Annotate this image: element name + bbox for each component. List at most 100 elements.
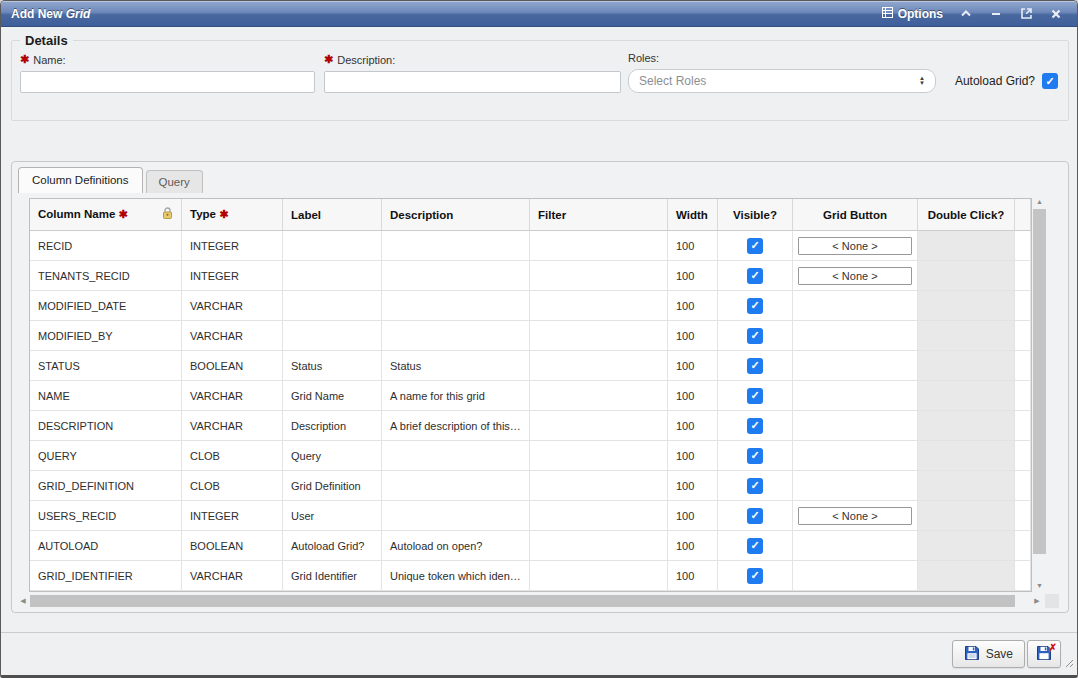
tab-column-definitions[interactable]: Column Definitions (18, 167, 143, 193)
cell-type[interactable]: VARCHAR (182, 321, 283, 351)
visible-checkbox[interactable]: ✓ (747, 418, 763, 434)
grid-button-selector[interactable]: < None > (798, 237, 912, 255)
visible-checkbox[interactable]: ✓ (747, 538, 763, 554)
cell-column-name[interactable]: TENANTS_RECID (30, 261, 182, 291)
cell-type[interactable]: VARCHAR (182, 561, 283, 591)
cell-label[interactable]: Grid Definition (283, 471, 382, 501)
cell-type[interactable]: BOOLEAN (182, 351, 283, 381)
cell-description[interactable] (382, 441, 530, 471)
cell-type[interactable]: CLOB (182, 471, 283, 501)
grid-button-selector[interactable]: < None > (798, 507, 912, 525)
cell-label[interactable]: Description (283, 411, 382, 441)
cell-label[interactable]: Grid Identifier (283, 561, 382, 591)
cell-description[interactable]: A name for this grid (382, 381, 530, 411)
cell-filter[interactable] (530, 321, 668, 351)
header-visible[interactable]: Visible? (718, 199, 793, 231)
header-type[interactable]: Type ✱ (182, 199, 283, 231)
scroll-right-icon[interactable]: ▶ (1031, 594, 1043, 608)
cell-description[interactable] (382, 261, 530, 291)
cell-description[interactable] (382, 231, 530, 261)
cell-type[interactable]: VARCHAR (182, 291, 283, 321)
visible-checkbox[interactable]: ✓ (747, 298, 763, 314)
visible-checkbox[interactable]: ✓ (747, 388, 763, 404)
horizontal-scrollbar[interactable]: ◀ ▶ (17, 594, 1059, 608)
name-field[interactable] (20, 71, 315, 93)
cell-type[interactable]: VARCHAR (182, 411, 283, 441)
cell-description[interactable] (382, 291, 530, 321)
cell-column-name[interactable]: STATUS (30, 351, 182, 381)
tab-query[interactable]: Query (146, 170, 203, 193)
scroll-down-icon[interactable]: ▼ (1031, 580, 1048, 592)
header-column-name[interactable]: Column Name ✱ (30, 199, 182, 231)
cell-description[interactable] (382, 321, 530, 351)
cell-width[interactable]: 100 (668, 561, 718, 591)
cell-description[interactable] (382, 471, 530, 501)
horizontal-scroll-thumb[interactable] (30, 595, 1015, 607)
cell-description[interactable]: Unique token which identifi... (382, 561, 530, 591)
header-description[interactable]: Description (382, 199, 530, 231)
cell-label[interactable] (283, 291, 382, 321)
cell-filter[interactable] (530, 531, 668, 561)
cell-width[interactable]: 100 (668, 291, 718, 321)
visible-checkbox[interactable]: ✓ (747, 268, 763, 284)
cell-label[interactable]: Query (283, 441, 382, 471)
vertical-scroll-thumb[interactable] (1033, 209, 1046, 554)
grid-button-selector[interactable]: < None > (798, 267, 912, 285)
header-filter[interactable]: Filter (530, 199, 668, 231)
visible-checkbox[interactable]: ✓ (747, 238, 763, 254)
cell-description[interactable]: Status (382, 351, 530, 381)
cell-filter[interactable] (530, 411, 668, 441)
header-grid-button[interactable]: Grid Button (793, 199, 918, 231)
cell-width[interactable]: 100 (668, 321, 718, 351)
cell-filter[interactable] (530, 261, 668, 291)
visible-checkbox[interactable]: ✓ (747, 358, 763, 374)
cell-filter[interactable] (530, 291, 668, 321)
minimize-button[interactable] (989, 7, 1003, 21)
save-button[interactable]: Save (952, 640, 1025, 668)
header-double-click[interactable]: Double Click? (918, 199, 1015, 231)
cell-type[interactable]: INTEGER (182, 261, 283, 291)
cell-type[interactable]: VARCHAR (182, 381, 283, 411)
header-width[interactable]: Width (668, 199, 718, 231)
cell-description[interactable]: A brief description of this g... (382, 411, 530, 441)
cell-label[interactable]: Autoload Grid? (283, 531, 382, 561)
cell-type[interactable]: BOOLEAN (182, 531, 283, 561)
cell-column-name[interactable]: MODIFIED_DATE (30, 291, 182, 321)
save-close-button[interactable]: ✗ (1027, 640, 1061, 668)
cell-filter[interactable] (530, 351, 668, 381)
cell-column-name[interactable]: NAME (30, 381, 182, 411)
header-label[interactable]: Label (283, 199, 382, 231)
autoload-grid-checkbox[interactable]: ✓ (1042, 73, 1058, 89)
cell-width[interactable]: 100 (668, 441, 718, 471)
cell-width[interactable]: 100 (668, 501, 718, 531)
cell-column-name[interactable]: RECID (30, 231, 182, 261)
cell-column-name[interactable]: GRID_IDENTIFIER (30, 561, 182, 591)
collapse-button[interactable] (959, 7, 973, 21)
cell-label[interactable] (283, 231, 382, 261)
roles-select[interactable]: Select Roles ▲▼ (628, 69, 936, 93)
cell-width[interactable]: 100 (668, 231, 718, 261)
description-field[interactable] (324, 71, 621, 93)
cell-column-name[interactable]: GRID_DEFINITION (30, 471, 182, 501)
close-button[interactable] (1049, 7, 1063, 21)
cell-column-name[interactable]: AUTOLOAD (30, 531, 182, 561)
cell-width[interactable]: 100 (668, 351, 718, 381)
cell-filter[interactable] (530, 231, 668, 261)
visible-checkbox[interactable]: ✓ (747, 328, 763, 344)
vertical-scrollbar[interactable]: ▲ ▼ (1031, 196, 1048, 592)
scroll-left-icon[interactable]: ◀ (17, 594, 29, 608)
cell-label[interactable]: Grid Name (283, 381, 382, 411)
cell-filter[interactable] (530, 441, 668, 471)
cell-type[interactable]: CLOB (182, 441, 283, 471)
resize-grip-icon[interactable] (1063, 654, 1074, 672)
cell-description[interactable] (382, 501, 530, 531)
cell-width[interactable]: 100 (668, 261, 718, 291)
cell-filter[interactable] (530, 501, 668, 531)
cell-filter[interactable] (530, 561, 668, 591)
cell-width[interactable]: 100 (668, 381, 718, 411)
cell-label[interactable]: Status (283, 351, 382, 381)
cell-description[interactable]: Autoload on open? (382, 531, 530, 561)
cell-type[interactable]: INTEGER (182, 501, 283, 531)
options-button[interactable]: Options (882, 7, 943, 21)
visible-checkbox[interactable]: ✓ (747, 508, 763, 524)
